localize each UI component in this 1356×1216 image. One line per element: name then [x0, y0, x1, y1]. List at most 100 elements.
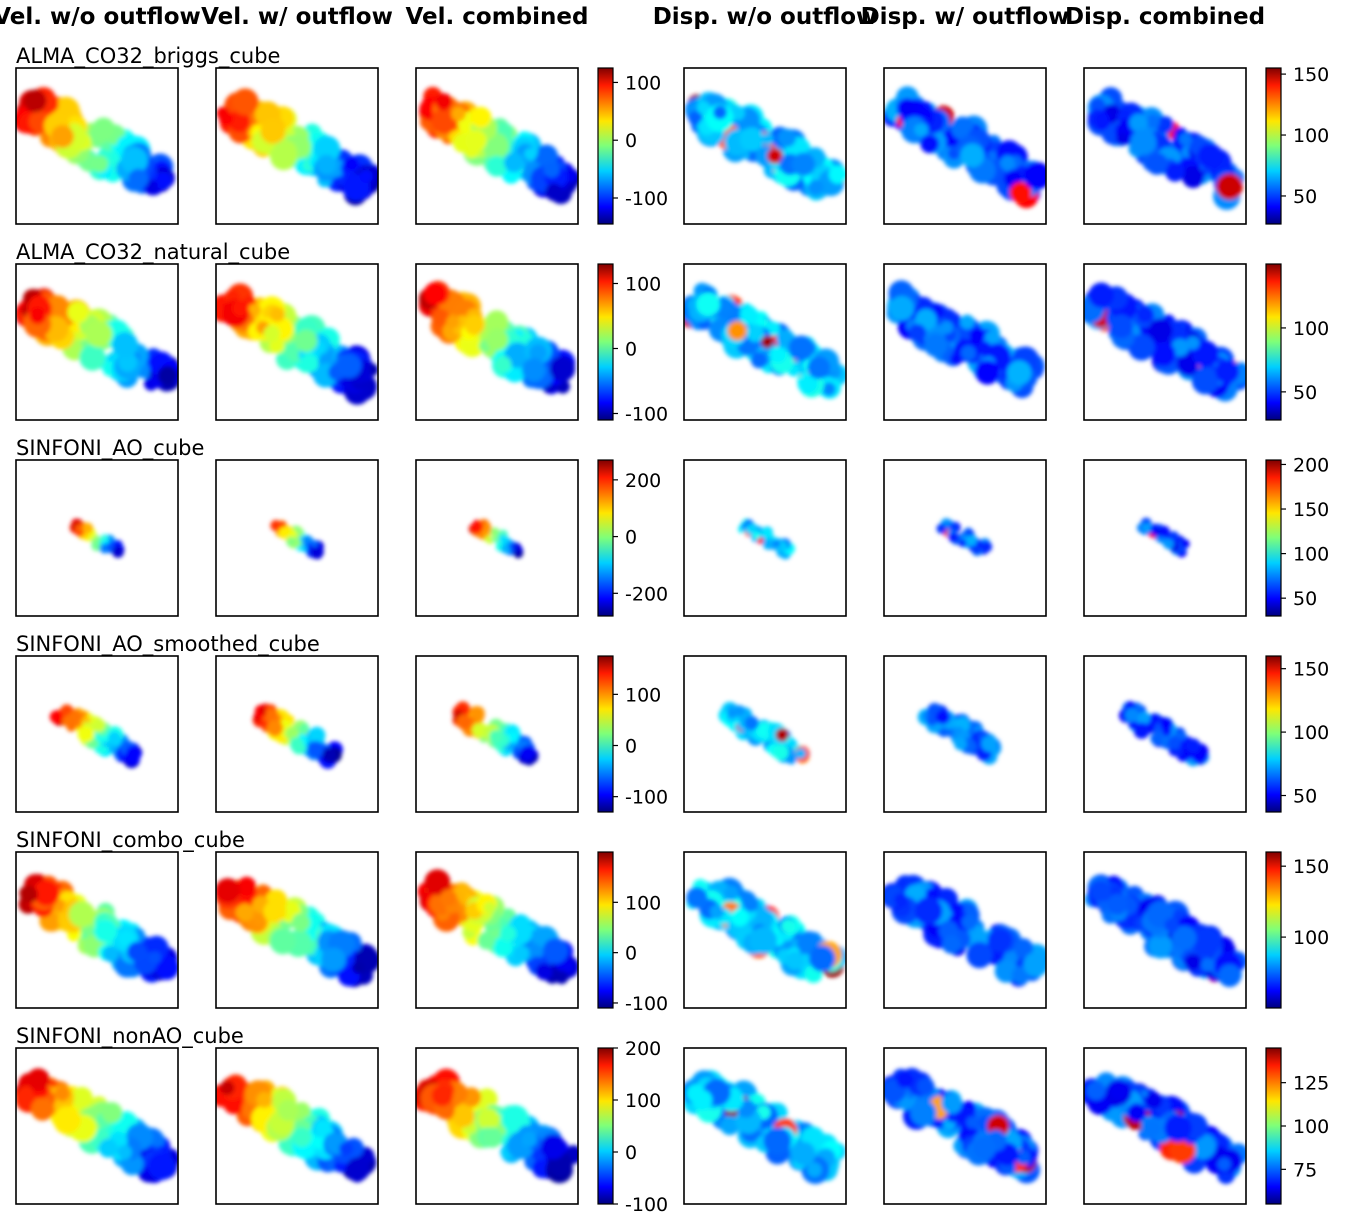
dispersion-colorbar-2 [1266, 460, 1281, 616]
row-title: ALMA_CO32_briggs_cube [16, 44, 280, 69]
dispersion-colorbar-tick: 100 [1293, 1116, 1329, 1138]
dispersion-colorbar-0 [1266, 68, 1281, 224]
panel-frame [1083, 655, 1247, 813]
col-title-4: Disp. w/ outflow [861, 4, 1070, 30]
dispersion-colorbar-tick: 100 [1293, 722, 1329, 744]
dispersion-colorbar-tick: 50 [1293, 186, 1317, 208]
dispersion-colorbar-tick: 100 [1293, 125, 1329, 147]
map-panel-0-2 [415, 67, 579, 225]
panel-frame [215, 851, 379, 1009]
velocity-colorbar-0 [598, 68, 613, 224]
map-panel-4-2 [415, 851, 579, 1009]
velocity-colorbar-tick: -200 [625, 583, 668, 605]
dispersion-colorbar-tick: 100 [1293, 544, 1329, 566]
panel-frame [215, 67, 379, 225]
velocity-colorbar-2 [598, 460, 613, 616]
dispersion-colorbar-tick: 150 [1293, 856, 1329, 878]
map-panel-2-4 [883, 459, 1047, 617]
dispersion-colorbar-tick: 150 [1293, 659, 1329, 681]
map-panel-5-3 [683, 1047, 847, 1205]
dispersion-colorbar-4 [1266, 852, 1281, 1008]
panel-frame [415, 67, 579, 225]
panel-frame [1083, 1047, 1247, 1205]
map-panel-4-0 [15, 851, 179, 1009]
map-panel-1-1 [215, 263, 379, 421]
velocity-colorbar-tick: -100 [625, 404, 668, 426]
map-panel-3-4 [883, 655, 1047, 813]
panel-frame [683, 655, 847, 813]
dispersion-colorbar-3 [1266, 656, 1281, 812]
velocity-colorbar-4 [598, 852, 613, 1008]
map-panel-5-0 [15, 1047, 179, 1205]
row-title: SINFONI_AO_smoothed_cube [16, 632, 320, 657]
map-panel-0-3 [683, 67, 847, 225]
dispersion-colorbar-tick: 125 [1293, 1073, 1329, 1095]
map-panel-4-1 [215, 851, 379, 1009]
map-panel-4-3 [683, 851, 847, 1009]
velocity-colorbar-tick: 0 [625, 339, 637, 361]
panel-frame [15, 655, 179, 813]
row-5: SINFONI_nonAO_cube 200 100 0 -100 125 100 75 [15, 1024, 1329, 1216]
row-0: ALMA_CO32_briggs_cube 100 0 -100 150 100 50 [15, 44, 1329, 225]
dispersion-colorbar-tick: 100 [1293, 927, 1329, 949]
velocity-colorbar-1 [598, 264, 613, 420]
dispersion-colorbar-tick: 50 [1293, 786, 1317, 808]
map-panel-1-2 [415, 263, 579, 421]
map-panel-1-3 [683, 263, 847, 421]
dispersion-colorbar-tick: 50 [1293, 382, 1317, 404]
panel-frame [15, 851, 179, 1009]
panel-frame [215, 263, 379, 421]
panel-frame [15, 67, 179, 225]
panel-frame [1083, 263, 1247, 421]
map-panel-0-4 [883, 67, 1047, 225]
panel-frame [415, 263, 579, 421]
panel-frame [415, 851, 579, 1009]
velocity-colorbar-tick: 0 [625, 1142, 637, 1164]
map-panel-2-1 [215, 459, 379, 617]
panel-frame [15, 1047, 179, 1205]
column-titles: Vel. w/o outflow Vel. w/ outflow Vel. co… [0, 4, 1265, 30]
map-panel-1-4 [883, 263, 1047, 421]
velocity-colorbar-tick: 200 [625, 470, 661, 492]
map-panel-1-0 [15, 263, 179, 421]
velocity-colorbar-tick: 0 [625, 736, 637, 758]
map-rows: ALMA_CO32_briggs_cube 100 0 -100 150 100 50 ALM… [15, 44, 1329, 1216]
map-panel-3-2 [415, 655, 579, 813]
col-title-5: Disp. combined [1065, 4, 1265, 30]
panel-frame [15, 459, 179, 617]
map-panel-3-5 [1083, 655, 1247, 813]
panel-frame [215, 459, 379, 617]
velocity-colorbar-tick: 100 [625, 72, 661, 94]
panel-frame [415, 655, 579, 813]
map-panel-3-0 [15, 655, 179, 813]
velocity-colorbar-tick: 100 [625, 892, 661, 914]
panel-frame [883, 655, 1047, 813]
velocity-colorbar-tick: -100 [625, 993, 668, 1015]
velocity-colorbar-3 [598, 656, 613, 812]
map-panel-5-4 [883, 1047, 1047, 1205]
row-title: SINFONI_nonAO_cube [16, 1024, 244, 1049]
velocity-colorbar-5 [598, 1048, 613, 1204]
velocity-colorbar-tick: 0 [625, 527, 637, 549]
row-2: SINFONI_AO_cube 200 0 -200 200 150 100 50 [15, 436, 1329, 617]
panel-frame [883, 263, 1047, 421]
row-title: ALMA_CO32_natural_cube [16, 240, 290, 265]
map-panel-5-5 [1083, 1047, 1247, 1205]
map-panel-2-5 [1083, 459, 1247, 617]
dispersion-colorbar-tick: 50 [1293, 588, 1317, 610]
panel-frame [1083, 67, 1247, 225]
map-panel-0-5 [1083, 67, 1247, 225]
map-panel-3-1 [215, 655, 379, 813]
dispersion-colorbar-tick: 75 [1293, 1159, 1317, 1181]
panel-frame [15, 263, 179, 421]
dispersion-colorbar-tick: 150 [1293, 499, 1329, 521]
panel-frame [883, 459, 1047, 617]
velocity-colorbar-tick: 200 [625, 1038, 661, 1060]
dispersion-colorbar-tick: 200 [1293, 454, 1329, 476]
velocity-colorbar-tick: 100 [625, 1090, 661, 1112]
velocity-colorbar-tick: 0 [625, 130, 637, 152]
row-title: SINFONI_AO_cube [16, 436, 204, 461]
dispersion-colorbar-tick: 150 [1293, 64, 1329, 86]
row-title: SINFONI_combo_cube [16, 828, 245, 853]
